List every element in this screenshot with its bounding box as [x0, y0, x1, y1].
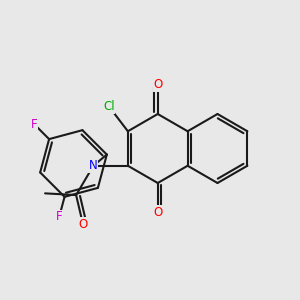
Text: O: O	[153, 206, 162, 219]
Text: F: F	[31, 118, 38, 131]
Text: O: O	[153, 78, 162, 91]
Text: O: O	[78, 218, 88, 231]
Text: Cl: Cl	[103, 100, 115, 113]
Text: N: N	[89, 159, 98, 172]
Text: F: F	[56, 210, 62, 223]
